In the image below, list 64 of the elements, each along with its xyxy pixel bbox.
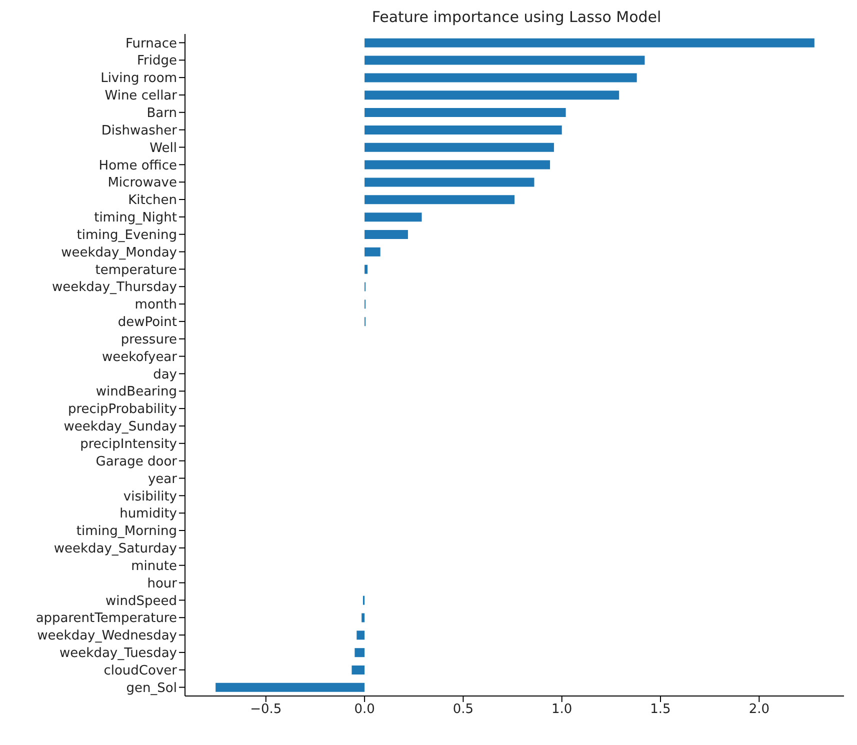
x-tick-label: 2.0 bbox=[748, 702, 770, 718]
y-tick-label: apparentTemperature bbox=[36, 611, 177, 626]
x-tick-label: 0.0 bbox=[354, 702, 375, 718]
y-tick-label: Kitchen bbox=[128, 193, 177, 208]
y-tick-label: gen_Sol bbox=[126, 680, 177, 696]
x-tick-label: 1.5 bbox=[650, 702, 671, 718]
y-tick-label: Living room bbox=[100, 71, 177, 86]
y-tick-label: month bbox=[134, 298, 177, 313]
y-tick-label: visibility bbox=[123, 489, 178, 504]
bar bbox=[364, 90, 620, 100]
y-tick-label: Home office bbox=[98, 158, 177, 174]
bar bbox=[364, 178, 534, 187]
y-tick-label: Dishwasher bbox=[101, 123, 178, 138]
y-tick-label: weekday_Thursday bbox=[52, 280, 178, 296]
y-tick-label: Well bbox=[150, 140, 177, 156]
y-tick-label: Barn bbox=[146, 106, 177, 122]
y-tick-label: weekday_Sunday bbox=[64, 420, 178, 435]
bar bbox=[216, 682, 365, 692]
y-tick-label: temperature bbox=[95, 262, 177, 278]
bar bbox=[364, 38, 814, 48]
bar bbox=[364, 230, 408, 239]
bar bbox=[364, 247, 380, 256]
y-tick-label: cloudCover bbox=[104, 663, 178, 678]
y-tick-label: weekday_Wednesday bbox=[37, 628, 178, 644]
y-tick-label: Fridge bbox=[137, 54, 177, 69]
bar bbox=[364, 108, 566, 118]
bar bbox=[362, 613, 365, 622]
chart-title: Feature importance using Lasso Model bbox=[370, 8, 662, 28]
y-tick-label: precipIntensity bbox=[80, 437, 178, 452]
y-tick-label: windBearing bbox=[96, 384, 177, 400]
y-tick-label: windSpeed bbox=[106, 594, 177, 609]
bar bbox=[364, 195, 514, 204]
bar bbox=[356, 630, 365, 640]
y-tick-label: hour bbox=[147, 576, 178, 592]
bar bbox=[352, 666, 365, 675]
y-tick-label: weekday_Tuesday bbox=[60, 646, 178, 662]
bar bbox=[364, 125, 562, 134]
y-tick-label: precipProbability bbox=[68, 402, 178, 418]
y-tick-label: day bbox=[153, 367, 178, 382]
bar bbox=[364, 56, 645, 65]
bar bbox=[364, 160, 550, 170]
bar bbox=[364, 142, 554, 152]
bar bbox=[364, 264, 368, 274]
x-tick-label: −0.5 bbox=[250, 702, 282, 718]
y-tick-label: year bbox=[148, 472, 178, 487]
y-tick-label: humidity bbox=[120, 506, 178, 522]
y-tick-label: timing_Morning bbox=[76, 524, 177, 540]
x-tick-label: 1.0 bbox=[552, 702, 572, 718]
y-tick-label: Wine cellar bbox=[104, 88, 178, 104]
y-tick-label: Microwave bbox=[108, 176, 177, 191]
y-tick-label: Garage door bbox=[96, 454, 178, 470]
bar bbox=[354, 648, 365, 658]
y-tick-label: weekofyear bbox=[102, 350, 178, 365]
y-tick-label: weekday_Saturday bbox=[54, 542, 178, 557]
y-tick-label: timing_Night bbox=[94, 210, 177, 226]
bar bbox=[364, 212, 422, 222]
y-tick-label: timing_Evening bbox=[76, 228, 177, 243]
y-tick-label: dewPoint bbox=[118, 315, 177, 330]
bar bbox=[364, 73, 637, 82]
y-tick-label: Furnace bbox=[126, 36, 177, 52]
y-tick-label: pressure bbox=[120, 332, 177, 348]
y-tick-label: weekday_Monday bbox=[61, 245, 178, 260]
x-tick-label: 0.5 bbox=[452, 702, 474, 718]
y-tick-label: minute bbox=[131, 558, 177, 574]
